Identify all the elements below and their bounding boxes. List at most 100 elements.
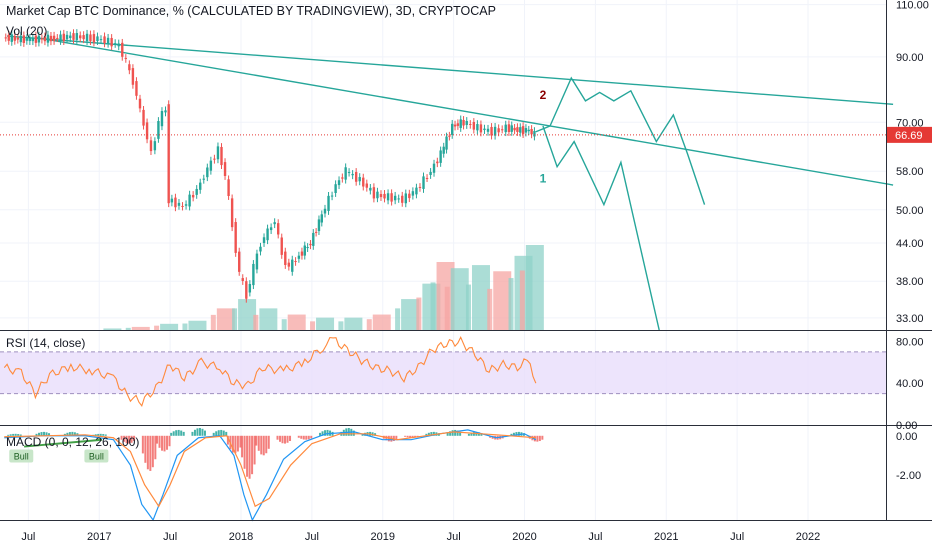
candle-body: [334, 184, 337, 193]
macd-histogram-bar: [446, 432, 449, 436]
candle-body: [49, 35, 53, 42]
macd-histogram-bar: [180, 430, 183, 436]
candle-body: [418, 186, 422, 188]
candle-body: [4, 37, 7, 39]
macd-histogram-bar: [149, 435, 152, 471]
macd-histogram-bar: [281, 435, 284, 444]
volume-bar: [216, 308, 235, 330]
macd-histogram-bar: [276, 435, 279, 440]
macd-histogram-bar: [425, 433, 428, 436]
macd-histogram-bar: [168, 435, 171, 447]
macd-histogram-bar: [257, 435, 260, 451]
candle-body: [497, 128, 500, 133]
candle-body: [376, 191, 379, 199]
candle-body: [59, 34, 62, 41]
candle-body: [451, 123, 454, 135]
macd-histogram-bar: [265, 435, 268, 454]
candle-body: [456, 123, 460, 126]
candle-body: [7, 34, 10, 41]
rsi-tick-label: 40.00: [896, 378, 924, 390]
time-tick-label: 2020: [512, 531, 536, 543]
volume-bar: [131, 326, 150, 330]
candle-body: [262, 237, 266, 243]
macd-histogram-bar: [12, 433, 15, 436]
candle-body: [82, 35, 85, 40]
rsi-line: [3, 335, 537, 407]
macd-pane: Bull Bull: [4, 427, 544, 522]
time-tick-label: Jul: [588, 531, 602, 543]
macd-histogram-bar: [130, 435, 133, 443]
candle-body: [56, 37, 59, 39]
candle-body: [62, 33, 65, 42]
macd-histogram-bar: [156, 435, 159, 444]
time-tick-label: Jul: [21, 531, 35, 543]
candle-body: [390, 193, 393, 202]
candle-body: [13, 35, 16, 41]
macd-histogram-bar: [352, 430, 355, 436]
macd-histogram-bar: [141, 435, 144, 454]
macd-histogram-bar: [374, 433, 377, 436]
candle-body: [184, 204, 188, 206]
candle-body: [372, 187, 376, 199]
candle-body: [379, 194, 383, 198]
candle-body: [252, 263, 255, 286]
macd-histogram-bar: [517, 431, 520, 436]
candle-body: [320, 214, 323, 223]
candle-body: [28, 37, 32, 42]
price-tick-label: 110.00: [896, 0, 929, 12]
candle-body: [401, 195, 404, 203]
volume-bar: [238, 299, 257, 330]
macd-histogram-bar: [17, 434, 20, 436]
candle-body: [341, 177, 344, 179]
time-tick-label: Jul: [730, 531, 744, 543]
chart-title: Market Cap BTC Dominance, % (CALCULATED …: [6, 4, 496, 18]
macd-histogram-bar: [321, 431, 324, 436]
candle-body: [245, 281, 248, 299]
macd-histogram-bar: [35, 433, 38, 436]
candle-body: [354, 171, 358, 182]
macd-histogram-bar: [310, 435, 313, 439]
candle-body: [89, 34, 92, 42]
macd-histogram-bar: [239, 435, 242, 448]
volume-bar: [259, 308, 278, 330]
macd-histogram-bar: [262, 435, 265, 456]
candle-body: [297, 255, 301, 259]
candle-body: [472, 121, 476, 130]
candle-body: [199, 182, 202, 190]
candle-body: [504, 124, 507, 133]
macd-histogram-bar: [97, 433, 100, 436]
volume-bar: [103, 328, 122, 330]
candle-body: [465, 120, 468, 125]
macd-histogram-bar: [536, 435, 539, 442]
bull-label: Bull: [14, 452, 29, 462]
macd-histogram-bar: [451, 430, 454, 436]
candle-body: [65, 34, 69, 40]
macd-histogram-bar: [449, 431, 452, 436]
volume-bar: [210, 314, 216, 330]
macd-histogram-bar: [48, 433, 51, 436]
macd-histogram-bar: [300, 435, 303, 439]
macd-histogram-bar: [40, 432, 43, 436]
macd-histogram-bar: [427, 432, 430, 436]
macd-histogram-bar: [231, 435, 234, 453]
macd-histogram-bar: [241, 435, 244, 458]
candle-body: [507, 124, 511, 133]
macd-histogram-bar: [467, 433, 470, 436]
candle-body: [422, 176, 425, 189]
volume-bar: [366, 319, 372, 330]
candle-body: [153, 141, 157, 151]
macd-histogram-bar: [395, 435, 398, 440]
candle-body: [121, 42, 124, 57]
candle-body: [369, 187, 372, 191]
macd-histogram-bar: [125, 435, 128, 444]
candle-body: [291, 259, 294, 272]
macd-histogram-bar: [512, 432, 515, 436]
volume-bar: [487, 288, 493, 330]
candle-body: [266, 228, 269, 241]
macd-histogram-bar: [470, 432, 473, 436]
candle-body: [309, 243, 312, 246]
macd-histogram-bar: [220, 429, 223, 436]
candle-body: [459, 119, 462, 128]
candle-body: [241, 278, 244, 281]
